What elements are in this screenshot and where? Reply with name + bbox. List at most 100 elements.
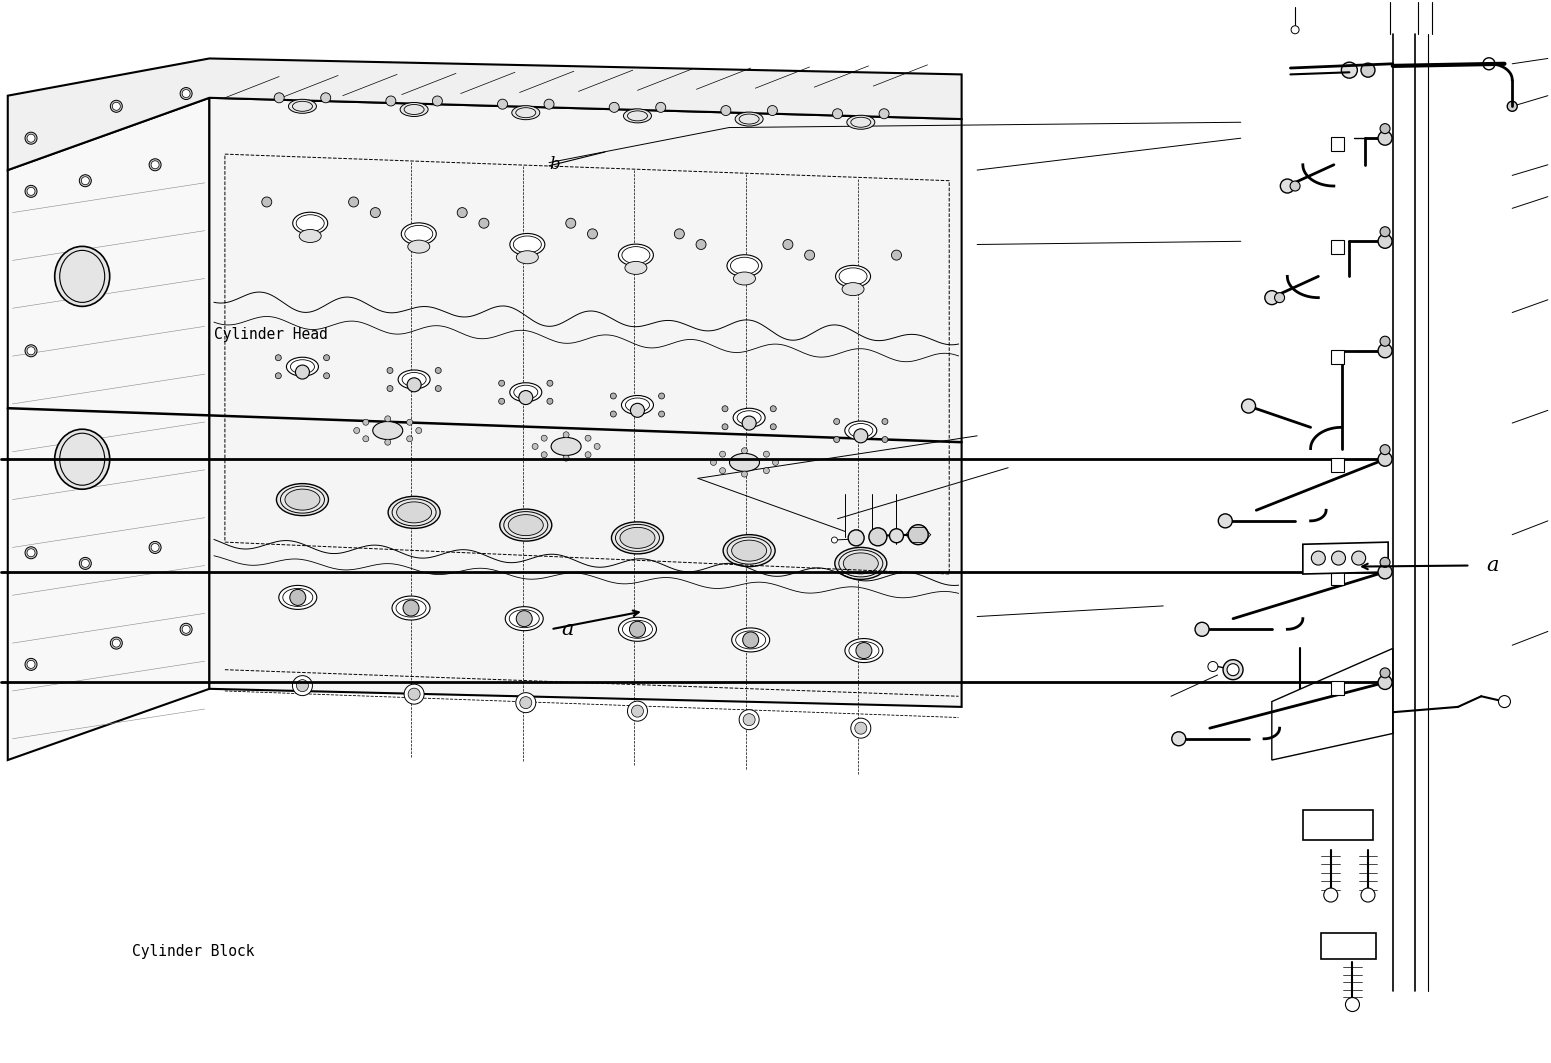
Circle shape (610, 102, 619, 113)
Ellipse shape (299, 230, 321, 242)
Ellipse shape (624, 108, 651, 123)
Ellipse shape (619, 618, 656, 641)
Circle shape (585, 435, 591, 441)
Circle shape (763, 468, 769, 474)
Circle shape (611, 393, 616, 399)
Ellipse shape (54, 247, 110, 306)
Circle shape (1508, 101, 1517, 112)
Circle shape (458, 207, 467, 218)
Circle shape (723, 406, 727, 411)
Polygon shape (1272, 648, 1393, 760)
Circle shape (1351, 551, 1366, 566)
Ellipse shape (729, 454, 760, 471)
Circle shape (110, 100, 123, 113)
Circle shape (79, 174, 92, 187)
Circle shape (763, 451, 769, 457)
Circle shape (81, 559, 90, 568)
Circle shape (518, 390, 534, 405)
Circle shape (262, 197, 271, 207)
Circle shape (181, 89, 191, 98)
Ellipse shape (734, 272, 755, 285)
Circle shape (1275, 292, 1284, 303)
Circle shape (563, 455, 569, 461)
Circle shape (25, 658, 37, 671)
Circle shape (548, 399, 552, 404)
Polygon shape (1303, 542, 1388, 574)
Circle shape (1380, 336, 1390, 347)
Circle shape (296, 679, 309, 692)
Circle shape (276, 373, 281, 378)
Ellipse shape (279, 586, 316, 609)
Circle shape (385, 439, 391, 445)
Circle shape (499, 381, 504, 386)
Circle shape (909, 525, 927, 544)
Circle shape (520, 696, 532, 709)
Circle shape (1380, 444, 1390, 455)
Circle shape (720, 468, 726, 474)
Ellipse shape (842, 283, 864, 296)
Circle shape (79, 557, 92, 570)
Circle shape (1377, 675, 1393, 690)
Circle shape (848, 529, 864, 546)
Circle shape (436, 368, 440, 373)
Text: b: b (549, 156, 560, 173)
Ellipse shape (732, 540, 766, 561)
Circle shape (743, 631, 758, 648)
Ellipse shape (844, 553, 878, 574)
Circle shape (659, 393, 664, 399)
Bar (1321, 933, 1376, 959)
Circle shape (1359, 821, 1371, 833)
Circle shape (1377, 131, 1393, 146)
Circle shape (741, 416, 757, 431)
Ellipse shape (392, 596, 430, 620)
Circle shape (856, 642, 872, 659)
Circle shape (388, 368, 392, 373)
Circle shape (1280, 179, 1295, 193)
Ellipse shape (408, 240, 430, 253)
Circle shape (741, 471, 748, 477)
Circle shape (1311, 551, 1326, 566)
Bar (1331, 350, 1343, 364)
Bar (1331, 571, 1343, 585)
Circle shape (385, 416, 391, 422)
Circle shape (696, 239, 706, 250)
Circle shape (1224, 660, 1242, 679)
Bar (1331, 137, 1343, 151)
Circle shape (720, 451, 726, 457)
Circle shape (1377, 343, 1393, 358)
Circle shape (1194, 622, 1210, 637)
Circle shape (834, 419, 839, 424)
Circle shape (436, 386, 440, 391)
Circle shape (295, 365, 310, 379)
Circle shape (81, 176, 90, 185)
Bar (1331, 458, 1343, 472)
Circle shape (26, 660, 36, 669)
Circle shape (363, 436, 369, 442)
Circle shape (1360, 63, 1376, 78)
Circle shape (349, 197, 358, 207)
Circle shape (772, 459, 779, 466)
Text: a: a (561, 620, 574, 639)
Circle shape (406, 436, 413, 442)
Text: Cylinder Head: Cylinder Head (214, 327, 327, 342)
Circle shape (563, 432, 569, 438)
Circle shape (25, 344, 37, 357)
Circle shape (1320, 821, 1332, 833)
Circle shape (1342, 62, 1357, 79)
Circle shape (1377, 564, 1393, 579)
Circle shape (1323, 888, 1339, 902)
Ellipse shape (510, 234, 544, 255)
Ellipse shape (506, 607, 543, 630)
Circle shape (805, 250, 814, 260)
Circle shape (25, 185, 37, 198)
Bar (1303, 810, 1373, 840)
Circle shape (855, 722, 867, 735)
Ellipse shape (402, 223, 436, 244)
Circle shape (1218, 513, 1233, 528)
Circle shape (406, 377, 422, 392)
Circle shape (853, 428, 869, 443)
Circle shape (324, 355, 329, 360)
Circle shape (150, 161, 160, 169)
Circle shape (1380, 123, 1390, 134)
Circle shape (869, 528, 887, 545)
